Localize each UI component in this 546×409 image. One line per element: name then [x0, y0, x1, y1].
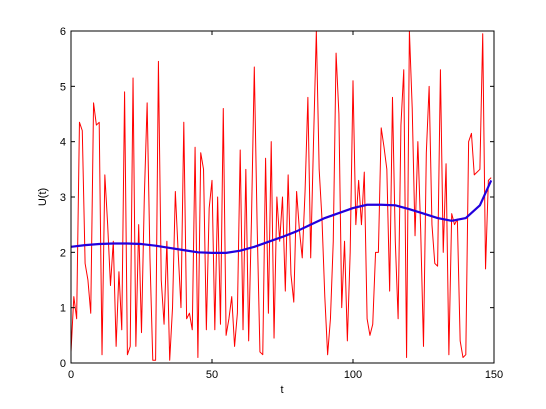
y-tick-label: 2 — [60, 247, 66, 259]
x-tick-label: 0 — [68, 369, 74, 381]
x-tick-label: 100 — [344, 369, 362, 381]
data-line — [70, 30, 492, 361]
y-axis-label: U(t) — [37, 188, 49, 206]
y-tick-label: 3 — [60, 192, 66, 204]
x-tick-label: 150 — [485, 369, 503, 381]
data-line — [70, 179, 493, 254]
y-tick-label: 6 — [60, 26, 66, 38]
y-tick-label: 5 — [60, 81, 66, 93]
x-tick-label: 50 — [206, 369, 218, 381]
y-tick-label: 0 — [60, 358, 66, 370]
y-tick-label: 4 — [60, 137, 66, 149]
y-tick-label: 1 — [60, 303, 66, 315]
x-axis-label: t — [280, 384, 283, 396]
